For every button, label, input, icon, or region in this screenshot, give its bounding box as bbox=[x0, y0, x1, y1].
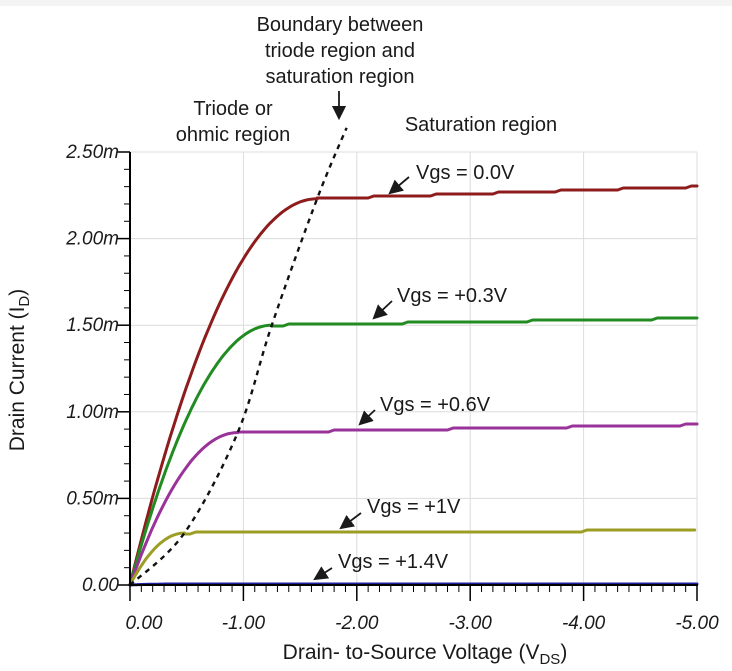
y-axis-title: Drain Current (ID) bbox=[6, 289, 33, 452]
x-tick-label: 0.00 bbox=[126, 613, 163, 634]
x-axis-title: Drain- to-Source Voltage (VDS) bbox=[283, 641, 568, 668]
series-leader-arrow bbox=[358, 409, 376, 426]
series-label-vgs-1.4: Vgs = +1.4V bbox=[313, 551, 449, 581]
x-tick-label: -2.00 bbox=[335, 613, 379, 634]
y-tick-label: 1.50m bbox=[66, 315, 119, 336]
gridlines bbox=[130, 151, 698, 585]
boundary-annotation-line2: triode region and bbox=[265, 40, 415, 62]
series-label-text: Vgs = +0.6V bbox=[380, 394, 491, 416]
series-label-text: Vgs = +1V bbox=[367, 496, 461, 518]
series-label-text: Vgs = 0.0V bbox=[416, 162, 515, 184]
triode-region-label-line2: ohmic region bbox=[176, 124, 291, 146]
y-tick-label: 0.00 bbox=[82, 575, 119, 596]
x-tick-label: -5.00 bbox=[675, 613, 719, 634]
saturation-region-label: Saturation region bbox=[405, 114, 557, 136]
triode-region-label: Triode or ohmic region bbox=[176, 98, 291, 146]
boundary-annotation: Boundary between triode region and satur… bbox=[257, 14, 424, 121]
series-leader-arrow bbox=[372, 300, 393, 320]
triode-saturation-boundary-curve bbox=[129, 127, 348, 586]
boundary-annotation-line1: Boundary between bbox=[257, 14, 424, 36]
top-strip bbox=[0, 0, 732, 6]
series-label-text: Vgs = +0.3V bbox=[397, 285, 508, 307]
data-curves bbox=[128, 184, 699, 587]
series-label-text: Vgs = +1.4V bbox=[338, 551, 449, 573]
y-tick-label: 2.00m bbox=[65, 229, 119, 250]
series-label-vgs-0.3: Vgs = +0.3V bbox=[372, 285, 508, 320]
series-label-vgs-0.0: Vgs = 0.0V bbox=[388, 162, 515, 195]
x-tick-label: -3.00 bbox=[449, 613, 493, 634]
x-tick-label: -4.00 bbox=[562, 613, 606, 634]
boundary-dashed-curve bbox=[129, 127, 348, 586]
series-leader-arrow bbox=[388, 176, 410, 195]
series-label-vgs-0.6: Vgs = +0.6V bbox=[358, 394, 491, 426]
curve-vgs-0.6 bbox=[128, 422, 699, 587]
curve-vgs-0.3 bbox=[128, 316, 699, 587]
tick-labels: 0.00 -1.00 -2.00 -3.00 -4.00 -5.00 0.00 0.50m 1.… bbox=[65, 142, 719, 634]
y-tick-label: 1.00m bbox=[66, 402, 119, 423]
boundary-annotation-line3: saturation region bbox=[266, 66, 415, 88]
triode-region-label-line1: Triode or bbox=[193, 98, 273, 120]
axes-and-ticks bbox=[117, 151, 698, 601]
y-tick-label: 2.50m bbox=[65, 142, 119, 163]
x-tick-label: -1.00 bbox=[222, 613, 266, 634]
curve-vgs-0 bbox=[128, 184, 699, 587]
y-tick-label: 0.50m bbox=[66, 488, 119, 509]
series-label-vgs-1.0: Vgs = +1V bbox=[339, 496, 461, 530]
curve-vgs-1 bbox=[128, 528, 697, 587]
series-leader-arrow bbox=[313, 566, 333, 581]
series-leader-arrow bbox=[339, 512, 362, 530]
